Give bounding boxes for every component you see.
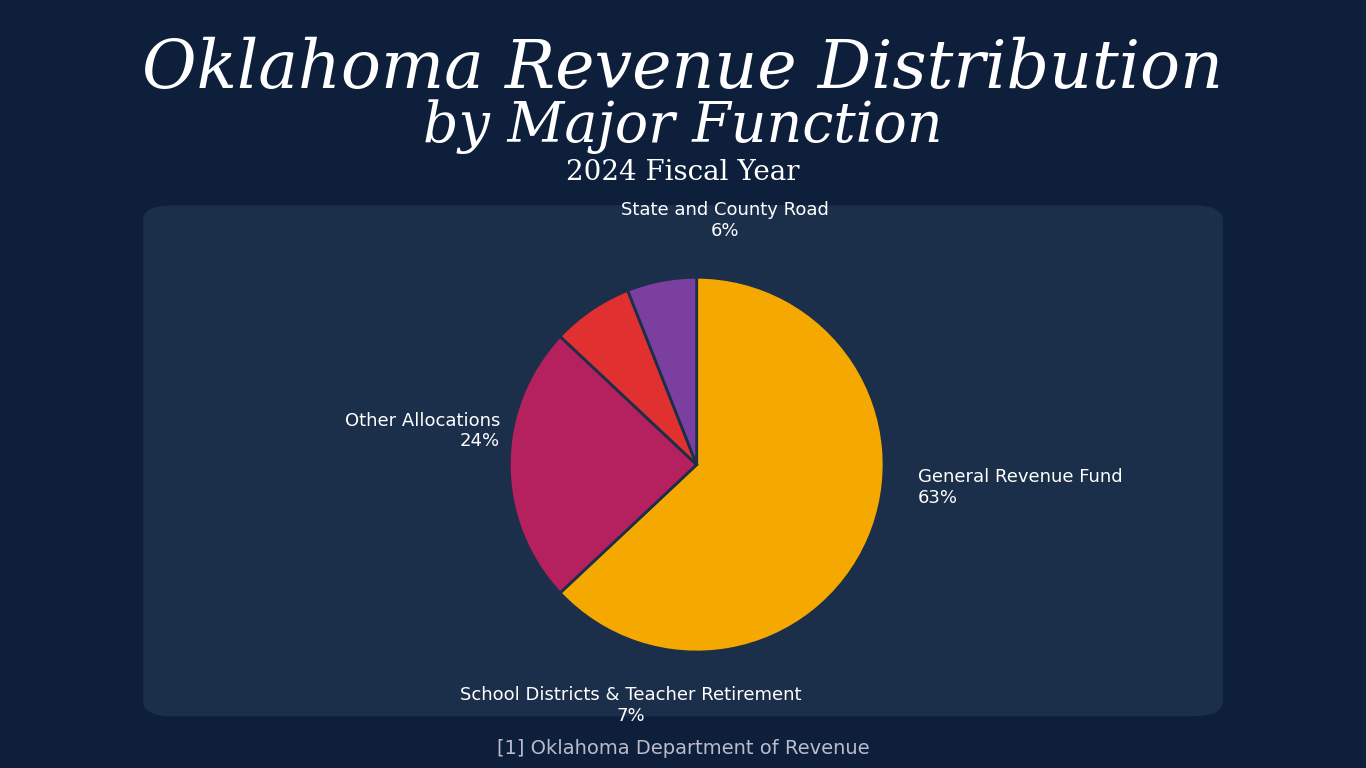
Wedge shape bbox=[560, 290, 697, 465]
Text: [1] Oklahoma Department of Revenue: [1] Oklahoma Department of Revenue bbox=[497, 740, 869, 758]
Text: General Revenue Fund
63%: General Revenue Fund 63% bbox=[918, 468, 1123, 507]
Text: 2024 Fiscal Year: 2024 Fiscal Year bbox=[567, 159, 799, 187]
Wedge shape bbox=[560, 277, 884, 652]
Text: State and County Road
6%: State and County Road 6% bbox=[620, 201, 829, 240]
Wedge shape bbox=[627, 277, 697, 465]
Text: by Major Function: by Major Function bbox=[423, 99, 943, 154]
Text: School Districts & Teacher Retirement
7%: School Districts & Teacher Retirement 7% bbox=[460, 686, 802, 724]
FancyBboxPatch shape bbox=[143, 205, 1223, 717]
Wedge shape bbox=[510, 336, 697, 593]
Text: Oklahoma Revenue Distribution: Oklahoma Revenue Distribution bbox=[142, 37, 1224, 101]
Text: Other Allocations
24%: Other Allocations 24% bbox=[344, 412, 500, 450]
